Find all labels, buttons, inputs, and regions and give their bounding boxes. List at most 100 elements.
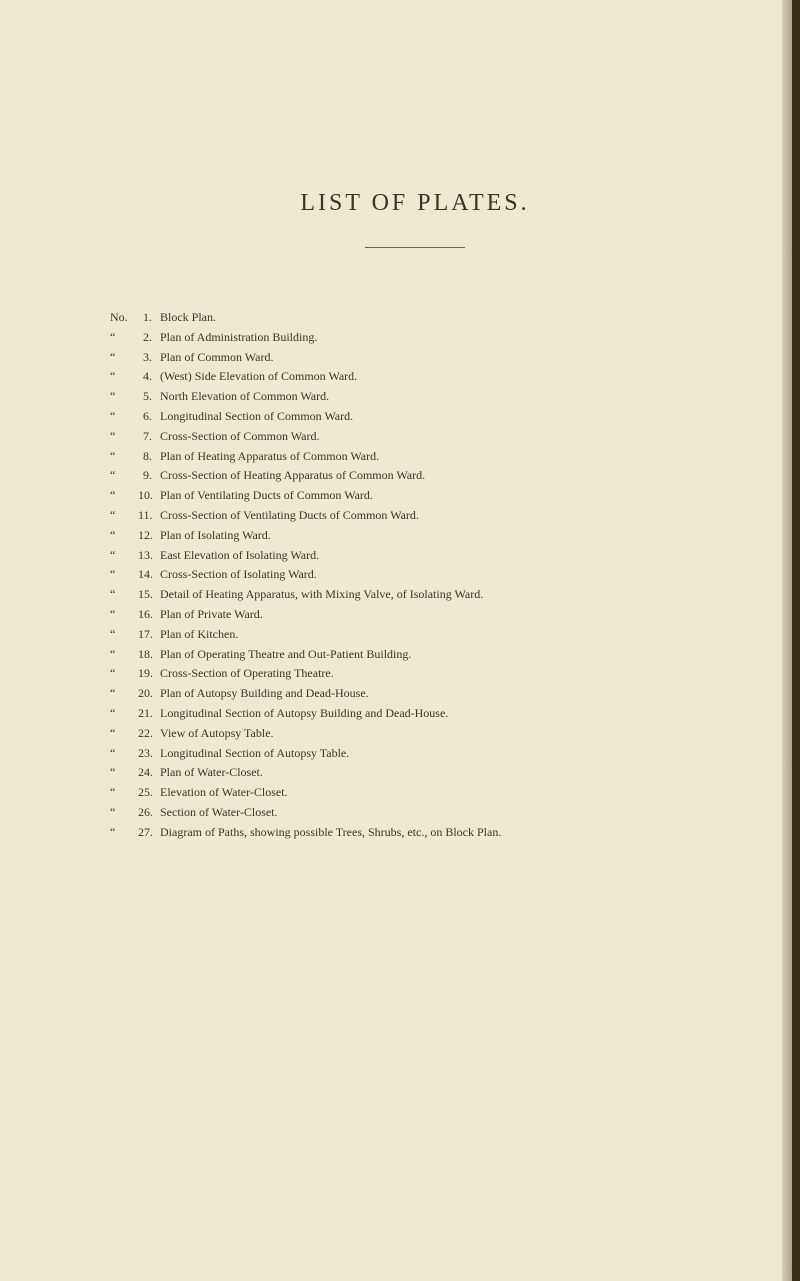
plate-prefix: “	[110, 486, 138, 506]
plate-item: “10.Plan of Ventilating Ducts of Common …	[110, 486, 720, 506]
plate-prefix: “	[110, 724, 138, 744]
plate-number: 14.	[138, 565, 160, 585]
plate-number: 23.	[138, 744, 160, 764]
plate-description: Longitudinal Section of Autopsy Table.	[160, 744, 720, 764]
plate-number: 9.	[138, 466, 160, 486]
plate-number: 1.	[138, 308, 160, 328]
plate-item: “27.Diagram of Paths, showing possible T…	[110, 823, 720, 843]
plate-description: Cross-Section of Heating Apparatus of Co…	[160, 466, 720, 486]
page-title: LIST OF PLATES.	[110, 190, 720, 217]
plate-prefix: “	[110, 744, 138, 764]
plate-item: “8.Plan of Heating Apparatus of Common W…	[110, 447, 720, 467]
plate-prefix: “	[110, 645, 138, 665]
plate-prefix: “	[110, 763, 138, 783]
plate-item: No.1.Block Plan.	[110, 308, 720, 328]
plate-prefix: “	[110, 585, 138, 605]
plate-prefix: “	[110, 348, 138, 368]
plate-prefix: “	[110, 447, 138, 467]
plate-item: “16.Plan of Private Ward.	[110, 605, 720, 625]
plate-number: 15.	[138, 585, 160, 605]
plate-prefix: “	[110, 625, 138, 645]
plate-prefix: No.	[110, 308, 138, 328]
plate-item: “21.Longitudinal Section of Autopsy Buil…	[110, 704, 720, 724]
plate-item: “25.Elevation of Water-Closet.	[110, 783, 720, 803]
plate-description: Detail of Heating Apparatus, with Mixing…	[160, 585, 720, 605]
plate-number: 11.	[138, 506, 160, 526]
plate-description: Plan of Operating Theatre and Out-Patien…	[160, 645, 720, 665]
plate-number: 16.	[138, 605, 160, 625]
plate-description: East Elevation of Isolating Ward.	[160, 546, 720, 566]
plate-description: Elevation of Water-Closet.	[160, 783, 720, 803]
plate-prefix: “	[110, 546, 138, 566]
plate-item: “4.(West) Side Elevation of Common Ward.	[110, 367, 720, 387]
document-page: LIST OF PLATES. No.1.Block Plan.“2.Plan …	[0, 0, 800, 1281]
plate-prefix: “	[110, 387, 138, 407]
plate-description: Longitudinal Section of Autopsy Building…	[160, 704, 720, 724]
page-edge-binding	[792, 0, 800, 1281]
plate-description: Plan of Common Ward.	[160, 348, 720, 368]
plate-prefix: “	[110, 803, 138, 823]
plate-prefix: “	[110, 823, 138, 843]
plate-prefix: “	[110, 407, 138, 427]
plate-number: 21.	[138, 704, 160, 724]
plate-number: 4.	[138, 367, 160, 387]
plate-description: Plan of Private Ward.	[160, 605, 720, 625]
plate-prefix: “	[110, 704, 138, 724]
plate-number: 25.	[138, 783, 160, 803]
plate-item: “3.Plan of Common Ward.	[110, 348, 720, 368]
plate-item: “26.Section of Water-Closet.	[110, 803, 720, 823]
plate-prefix: “	[110, 328, 138, 348]
plate-number: 20.	[138, 684, 160, 704]
plate-number: 7.	[138, 427, 160, 447]
plate-description: Plan of Isolating Ward.	[160, 526, 720, 546]
plate-list: No.1.Block Plan.“2.Plan of Administratio…	[110, 308, 720, 843]
plate-number: 19.	[138, 664, 160, 684]
plate-description: (West) Side Elevation of Common Ward.	[160, 367, 720, 387]
plate-number: 6.	[138, 407, 160, 427]
plate-item: “15.Detail of Heating Apparatus, with Mi…	[110, 585, 720, 605]
plate-prefix: “	[110, 783, 138, 803]
plate-description: Longitudinal Section of Common Ward.	[160, 407, 720, 427]
plate-number: 3.	[138, 348, 160, 368]
plate-description: Cross-Section of Isolating Ward.	[160, 565, 720, 585]
plate-prefix: “	[110, 664, 138, 684]
plate-description: Plan of Water-Closet.	[160, 763, 720, 783]
plate-description: Cross-Section of Ventilating Ducts of Co…	[160, 506, 720, 526]
plate-description: Plan of Administration Building.	[160, 328, 720, 348]
plate-item: “6.Longitudinal Section of Common Ward.	[110, 407, 720, 427]
plate-number: 10.	[138, 486, 160, 506]
plate-item: “24.Plan of Water-Closet.	[110, 763, 720, 783]
plate-prefix: “	[110, 506, 138, 526]
plate-description: North Elevation of Common Ward.	[160, 387, 720, 407]
plate-item: “5.North Elevation of Common Ward.	[110, 387, 720, 407]
plate-description: Plan of Kitchen.	[160, 625, 720, 645]
plate-item: “12.Plan of Isolating Ward.	[110, 526, 720, 546]
plate-number: 26.	[138, 803, 160, 823]
plate-item: “13.East Elevation of Isolating Ward.	[110, 546, 720, 566]
plate-item: “11.Cross-Section of Ventilating Ducts o…	[110, 506, 720, 526]
plate-prefix: “	[110, 684, 138, 704]
plate-prefix: “	[110, 427, 138, 447]
plate-number: 2.	[138, 328, 160, 348]
plate-description: Plan of Ventilating Ducts of Common Ward…	[160, 486, 720, 506]
plate-item: “2.Plan of Administration Building.	[110, 328, 720, 348]
plate-description: Block Plan.	[160, 308, 720, 328]
plate-prefix: “	[110, 367, 138, 387]
plate-number: 5.	[138, 387, 160, 407]
plate-number: 12.	[138, 526, 160, 546]
plate-item: “17.Plan of Kitchen.	[110, 625, 720, 645]
plate-description: View of Autopsy Table.	[160, 724, 720, 744]
plate-description: Cross-Section of Operating Theatre.	[160, 664, 720, 684]
plate-prefix: “	[110, 466, 138, 486]
plate-prefix: “	[110, 565, 138, 585]
plate-item: “18.Plan of Operating Theatre and Out-Pa…	[110, 645, 720, 665]
plate-description: Cross-Section of Common Ward.	[160, 427, 720, 447]
plate-item: “7.Cross-Section of Common Ward.	[110, 427, 720, 447]
plate-item: “22.View of Autopsy Table.	[110, 724, 720, 744]
plate-description: Diagram of Paths, showing possible Trees…	[160, 823, 720, 843]
plate-item: “19.Cross-Section of Operating Theatre.	[110, 664, 720, 684]
plate-number: 8.	[138, 447, 160, 467]
plate-description: Section of Water-Closet.	[160, 803, 720, 823]
plate-number: 18.	[138, 645, 160, 665]
plate-number: 13.	[138, 546, 160, 566]
